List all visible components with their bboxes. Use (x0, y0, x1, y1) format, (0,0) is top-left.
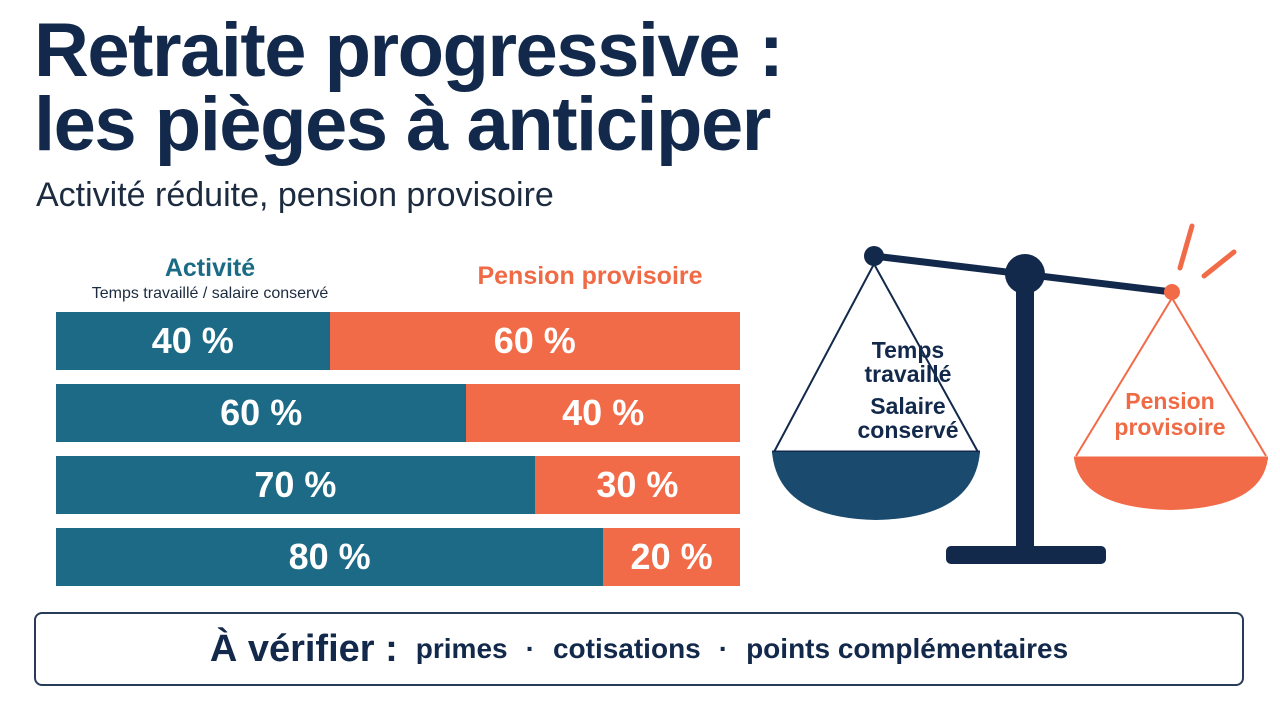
bar-pension-2: 40 % (466, 384, 740, 442)
scale-left-label-line-3: Salaire (870, 393, 946, 419)
legend-activite-label: Activité (164, 254, 256, 282)
scale-left-knob (864, 246, 884, 266)
scale-base (946, 546, 1106, 564)
scale-right-string-a (1075, 297, 1173, 457)
subtitle: Activité réduite, pension provisoire (36, 176, 554, 214)
legend-pension-label: Pension provisoire (477, 262, 703, 290)
legend-activite-sublabel: Temps travaillé / salaire conservé (91, 285, 329, 302)
scale-right-label: Pension provisoire (1090, 388, 1250, 440)
scale-right-label-line-2: provisoire (1114, 414, 1226, 440)
scale-right-label-line-1: Pension (1125, 388, 1215, 414)
bar-activite-3: 70 % (56, 456, 535, 514)
title-line-1: Retraite progressive : (34, 8, 784, 93)
bar-activite-4: 80 % (56, 528, 604, 586)
bar-row-2: 60 % 40 % (56, 384, 740, 442)
bar-pension-4: 20 % (603, 528, 740, 586)
bar-activite-2: 60 % (56, 384, 467, 442)
verify-separator-1: · (525, 633, 535, 664)
scale-left-label-line-2: travaillé (864, 361, 952, 387)
scale-right-knob (1164, 284, 1180, 300)
scale-right-string-b (1171, 297, 1267, 457)
bar-activite-1: 40 % (56, 312, 330, 370)
verify-box: À vérifier : primes · cotisations · poin… (34, 612, 1244, 686)
bar-row-1: 40 % 60 % (56, 312, 740, 370)
scale-left-string-a (773, 263, 875, 453)
scale-left-label-line-4: conservé (857, 417, 959, 443)
scale-left-label: Temps travaillé Salaire conservé (818, 338, 998, 442)
alert-burst-icon (1177, 223, 1237, 279)
bar-row-3: 70 % 30 % (56, 456, 740, 514)
verify-item-points: points complémentaires (746, 633, 1069, 664)
bar-pension-3: 30 % (534, 456, 740, 514)
bar-pension-1: 60 % (329, 312, 740, 370)
scale-center-pivot (1005, 254, 1045, 294)
scale-left-string-b (873, 263, 979, 453)
scale-right-pan (1074, 458, 1268, 510)
scale-post (1016, 290, 1034, 548)
scale-left-label-line-1: Temps (871, 337, 945, 363)
balance-scale-illustration (772, 223, 1268, 564)
legend-activite: Activité Temps travaillé / salaire conse… (60, 254, 360, 303)
scale-left-pan (772, 452, 980, 520)
bar-row-4: 80 % 20 % (56, 528, 740, 586)
verify-lead: À vérifier : (209, 627, 398, 670)
verify-item-cotisations: cotisations (552, 633, 701, 664)
verify-separator-2: · (718, 633, 729, 664)
title-line-2: les pièges à anticiper (34, 82, 771, 167)
stacked-bar-chart: 40 % 60 % 60 % 40 % 70 % 30 % 80 % 20 % (56, 312, 740, 586)
verify-item-primes: primes (415, 633, 508, 664)
page-title: Retraite progressive : les pièges à anti… (34, 8, 1234, 167)
